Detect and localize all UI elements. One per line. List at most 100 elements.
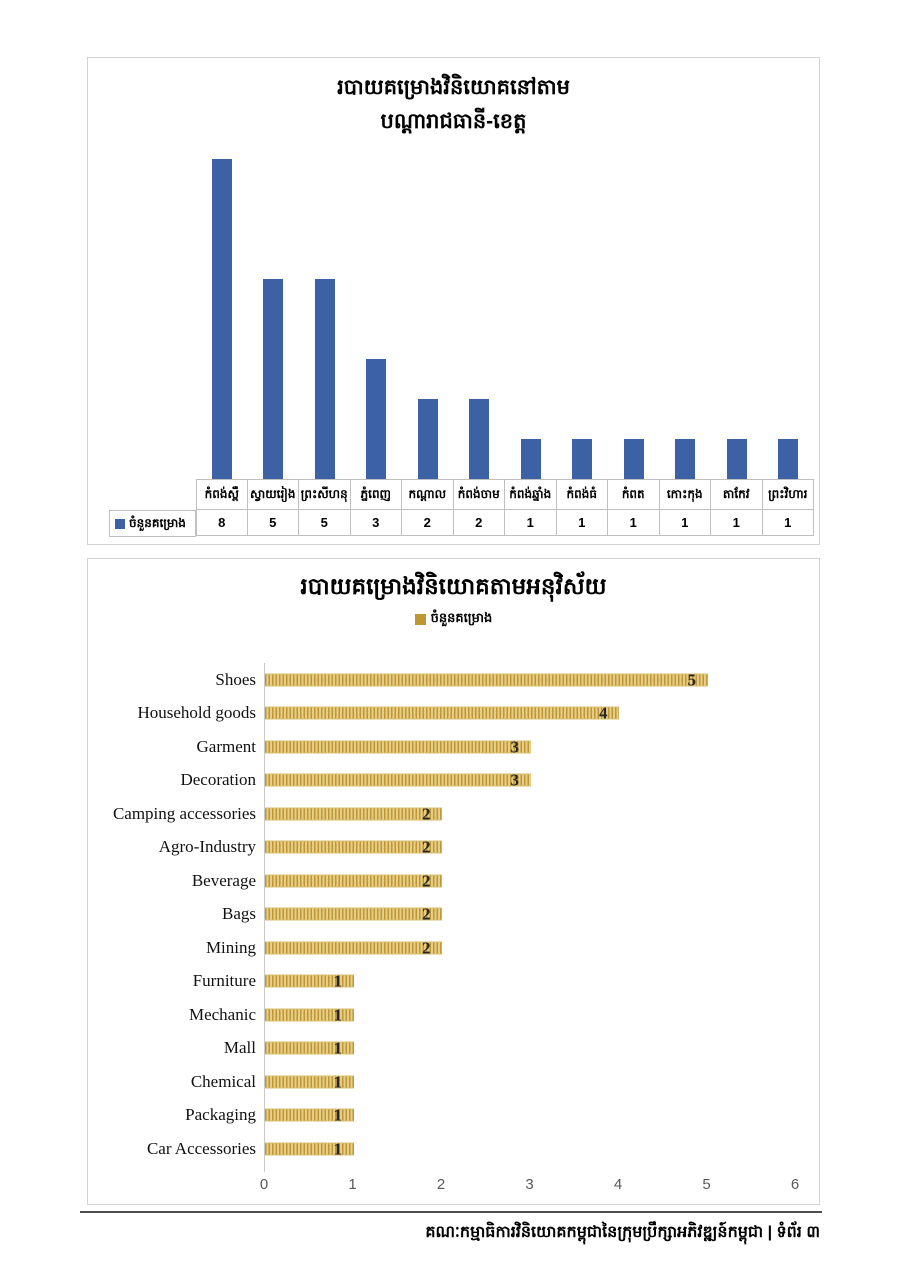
top-chart-column: កំពត1: [608, 159, 660, 536]
x-axis-tick: 6: [791, 1176, 799, 1193]
top-chart-plot: កំពង់ស្ពឺ8ស្វាយរៀង5ព្រះសីហនុ5ភ្នំពេញ3កណ្…: [196, 159, 814, 536]
vertical-bar: [521, 439, 541, 479]
category-cell: តាកែវ: [711, 479, 763, 509]
bar-value-label: 2: [422, 939, 431, 956]
bar-track: 2: [264, 898, 819, 932]
top-chart-column: កំពង់ធំ1: [557, 159, 609, 536]
bar-zone: [196, 159, 248, 479]
bar-zone: [557, 159, 609, 479]
vertical-bar: [418, 399, 438, 479]
bar-row: Packaging1: [88, 1099, 819, 1133]
category-label: Mining: [88, 938, 264, 958]
value-cell: 5: [248, 509, 300, 536]
x-axis-tick: 1: [348, 1176, 356, 1193]
bar-zone: [454, 159, 506, 479]
category-label: Household goods: [88, 703, 264, 723]
category-label: Shoes: [88, 670, 264, 690]
vertical-bar: [263, 279, 283, 479]
category-cell: ព្រះសីហនុ: [299, 479, 351, 509]
value-cell: 1: [763, 509, 815, 536]
bar-row: Camping accessories 2: [88, 797, 819, 831]
bar-row: Garment3: [88, 730, 819, 764]
bottom-chart-plot: Shoes 5 Household goods 4 Garment3 Decoration…: [88, 663, 819, 1166]
bar-row: Beverage2: [88, 864, 819, 898]
top-chart-column: កំពង់ឆ្នាំង1: [505, 159, 557, 536]
value-cell: 2: [402, 509, 454, 536]
value-cell: 1: [660, 509, 712, 536]
vertical-bar: [366, 359, 386, 479]
value-cell: 8: [196, 509, 248, 536]
bar-zone: [711, 159, 763, 479]
bar-row: Chemical1: [88, 1065, 819, 1099]
bar-track: 2: [264, 931, 819, 965]
value-cell: 2: [454, 509, 506, 536]
vertical-bar: [469, 399, 489, 479]
horizontal-bar: [265, 874, 442, 887]
top-chart-column: ព្រះសីហនុ5: [299, 159, 351, 536]
bar-value-label: 3: [511, 738, 520, 755]
top-chart-column: ស្វាយរៀង5: [248, 159, 300, 536]
vertical-bar: [727, 439, 747, 479]
top-chart-column: កោះកុង1: [660, 159, 712, 536]
category-label: Decoration: [88, 770, 264, 790]
category-label: Car Accessories: [88, 1139, 264, 1159]
horizontal-bar: [265, 740, 531, 753]
x-axis-tick: 4: [614, 1176, 622, 1193]
bar-track: 1: [264, 1099, 819, 1133]
bar-value-label: 1: [334, 973, 343, 990]
bar-value-label: 4: [599, 705, 608, 722]
bar-value-label: 2: [422, 805, 431, 822]
category-label: Camping accessories: [88, 804, 264, 824]
gold-legend-swatch-icon: [415, 614, 426, 625]
category-cell: កំពង់ស្ពឺ: [196, 479, 248, 509]
top-chart-column: ភ្នំពេញ3: [351, 159, 403, 536]
bar-value-label: 1: [334, 1006, 343, 1023]
bar-track: 1: [264, 1132, 819, 1166]
category-label: Bags: [88, 904, 264, 924]
bar-track: 2: [264, 797, 819, 831]
bar-row: Bags2: [88, 898, 819, 932]
bar-track: 2: [264, 831, 819, 865]
category-label: Mechanic: [88, 1005, 264, 1025]
top-chart-title: របាយគម្រោងវិនិយោគនៅតាម បណ្ដារាជធានី-ខេត្…: [88, 71, 819, 138]
bar-value-label: 3: [511, 772, 520, 789]
top-chart-column: កណ្ដាល2: [402, 159, 454, 536]
bottom-chart-card: របាយគម្រោងវិនិយោគតាមអនុវិស័យ ចំនួនគម្រោង…: [87, 558, 820, 1205]
bar-track: 1: [264, 1032, 819, 1066]
bottom-chart-title: របាយគម្រោងវិនិយោគតាមអនុវិស័យ: [88, 573, 819, 606]
vertical-bar: [315, 279, 335, 479]
category-cell: កោះកុង: [660, 479, 712, 509]
category-cell: ភ្នំពេញ: [351, 479, 403, 509]
bar-zone: [763, 159, 815, 479]
bar-value-label: 1: [334, 1073, 343, 1090]
bar-row: Furniture1: [88, 965, 819, 999]
bottom-chart-legend: ចំនួនគម្រោង: [88, 610, 819, 629]
x-axis-tick: 5: [702, 1176, 710, 1193]
value-cell: 1: [557, 509, 609, 536]
category-cell: កំពង់ឆ្នាំង: [505, 479, 557, 509]
category-label: Packaging: [88, 1105, 264, 1125]
value-cell: 1: [711, 509, 763, 536]
top-chart-legend-label: ចំនួនគម្រោង: [129, 515, 186, 533]
x-axis-ticks: 0123456: [264, 1176, 795, 1196]
bar-zone: [248, 159, 300, 479]
page: របាយគម្រោងវិនិយោគនៅតាម បណ្ដារាជធានី-ខេត្…: [0, 0, 905, 1280]
bar-track: 5: [264, 663, 819, 697]
top-chart-column: ព្រះវិហារ1: [763, 159, 815, 536]
value-cell: 3: [351, 509, 403, 536]
bar-zone: [402, 159, 454, 479]
category-label: Mall: [88, 1038, 264, 1058]
horizontal-bar: [265, 841, 442, 854]
horizontal-bar: [265, 941, 442, 954]
x-axis-tick: 0: [260, 1176, 268, 1193]
bar-value-label: 5: [688, 671, 697, 688]
bar-zone: [299, 159, 351, 479]
x-axis-tick: 3: [525, 1176, 533, 1193]
value-cell: 5: [299, 509, 351, 536]
top-chart-card: របាយគម្រោងវិនិយោគនៅតាម បណ្ដារាជធានី-ខេត្…: [87, 57, 820, 545]
top-chart-column: កំពង់ចាម2: [454, 159, 506, 536]
bar-track: 3: [264, 730, 819, 764]
value-cell: 1: [505, 509, 557, 536]
top-chart-column: កំពង់ស្ពឺ8: [196, 159, 248, 536]
horizontal-bar: [265, 774, 531, 787]
